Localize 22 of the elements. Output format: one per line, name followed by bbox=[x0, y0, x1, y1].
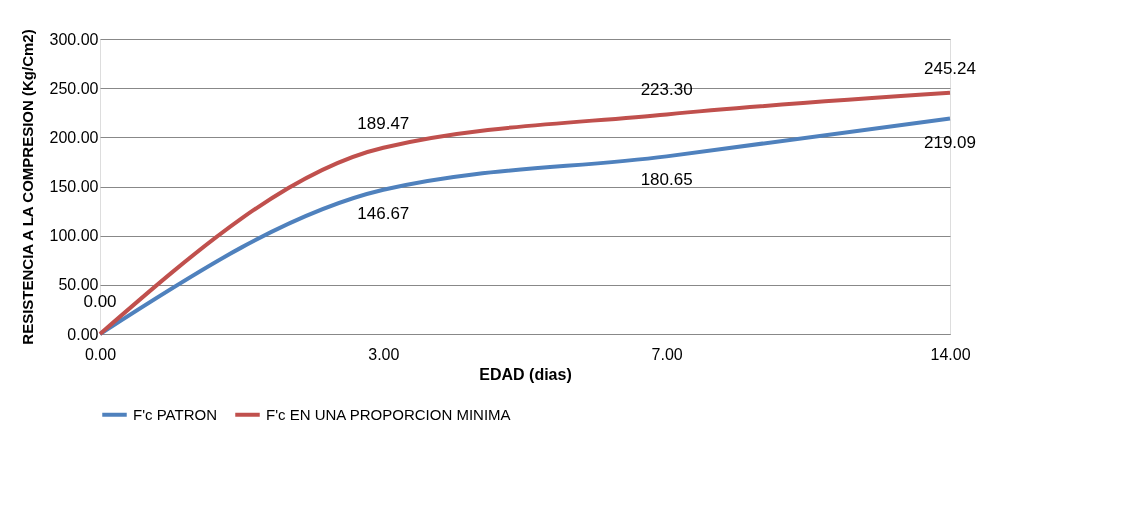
data-label: 180.65 bbox=[640, 170, 693, 190]
data-label: 245.24 bbox=[924, 58, 976, 78]
data-label: 146.67 bbox=[357, 203, 410, 223]
data-label: 189.47 bbox=[357, 113, 410, 133]
x-tick-label: 14.00 bbox=[930, 345, 971, 363]
y-tick-label: 200.00 bbox=[49, 128, 99, 146]
legend-label: F'c PATRON bbox=[133, 405, 217, 423]
x-tick-label: 0.00 bbox=[84, 345, 117, 363]
data-label: 223.30 bbox=[640, 80, 693, 100]
y-tick-label: 300.00 bbox=[49, 30, 99, 48]
legend-label: F'c EN UNA PROPORCION MINIMA bbox=[266, 405, 511, 423]
data-label: 219.09 bbox=[924, 132, 976, 152]
y-axis-title: RESISTENCIA A LA COMPRESION (Kg/Cm2) bbox=[18, 29, 36, 345]
x-tick-label: 3.00 bbox=[368, 345, 400, 363]
data-label: 0.00 bbox=[83, 292, 117, 311]
y-tick-label: 150.00 bbox=[49, 178, 99, 195]
y-tick-label: 250.00 bbox=[49, 79, 99, 97]
y-tick-label: 0.00 bbox=[67, 325, 99, 343]
x-axis-title: EDAD (dias) bbox=[479, 365, 572, 383]
x-tick-label: 7.00 bbox=[651, 345, 683, 363]
y-tick-label: 50.00 bbox=[58, 276, 99, 294]
y-tick-label: 100.00 bbox=[49, 227, 99, 245]
